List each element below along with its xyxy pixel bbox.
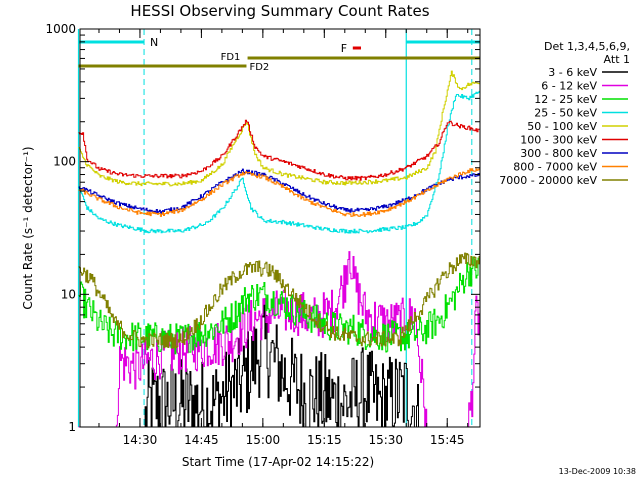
series-12-25-kev [78,256,480,355]
annotation-layer: N F FD1 FD2 [77,29,480,427]
plot-frame [79,28,481,428]
series-25-50-kev [78,90,480,234]
x-tick-label-15-45: 15:45 [430,433,465,447]
x-tick-label-15-00: 15:00 [246,433,281,447]
x-tick-label-14-45: 14:45 [184,433,219,447]
legend-header-line-1: Det 1,3,4,5,6,9, [544,40,630,53]
series-100-300-kev [78,119,480,181]
x-tick-label-15-30: 15:30 [368,433,403,447]
fd1-label: FD1 [221,52,241,63]
flare-label: F [341,42,347,55]
axes-layer [79,28,481,428]
y-tick-label-10: 10 [61,287,76,301]
legend-label-300-800-kev: 300 - 800 keV [520,147,597,160]
legend-label-7000-20000-kev: 7000 - 20000 keV [499,174,597,187]
y-tick-label-100: 100 [53,155,76,169]
legend-label-3-6-kev: 3 - 6 keV [548,66,597,79]
legend-header-line-2: Att 1 [604,53,630,66]
series-800-7000-kev [78,167,480,217]
x-axis-label: Start Time (17-Apr-02 14:15:22) [182,455,374,469]
x-tick-label-14-30: 14:30 [123,433,158,447]
y-tick-label-1000: 1000 [45,22,76,36]
legend-label-12-25-kev: 12 - 25 keV [534,93,597,106]
series-3-6-kev [78,299,480,428]
x-tick-label-15-15: 15:15 [307,433,342,447]
night-label: N [150,36,158,49]
series-50-100-kev [78,70,480,187]
legend-label-25-50-kev: 25 - 50 keV [534,107,597,120]
legend-label-6-12-kev: 6 - 12 keV [541,80,597,93]
legend-label-800-7000-kev: 800 - 7000 keV [513,161,597,174]
ticks-layer: 14:30 14:45 15:00 15:15 15:30 15:45 1 10 100 1000 [45,22,480,447]
y-tick-label-1: 1 [68,420,76,434]
generation-timestamp: 13-Dec-2009 10:38 [559,467,636,476]
legend-label-100-300-kev: 100 - 300 keV [520,134,597,147]
y-axis-label: Count Rate (s⁻¹ detector⁻¹) [21,146,35,309]
chart-title: HESSI Observing Summary Count Rates [130,2,429,20]
fd2-label: FD2 [249,62,269,73]
legend-label-50-100-kev: 50 - 100 keV [527,120,597,133]
series-7000-20000-kev [78,252,480,349]
series-layer [78,70,480,428]
